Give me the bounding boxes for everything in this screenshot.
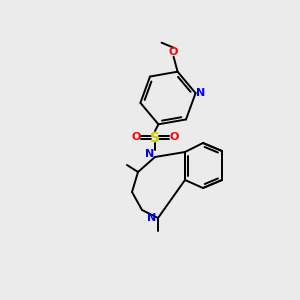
Text: N: N [196,88,205,98]
Text: N: N [146,149,154,159]
Text: N: N [147,213,157,223]
Text: S: S [150,131,160,145]
Text: O: O [169,47,178,57]
Text: O: O [131,132,141,142]
Text: O: O [169,132,179,142]
